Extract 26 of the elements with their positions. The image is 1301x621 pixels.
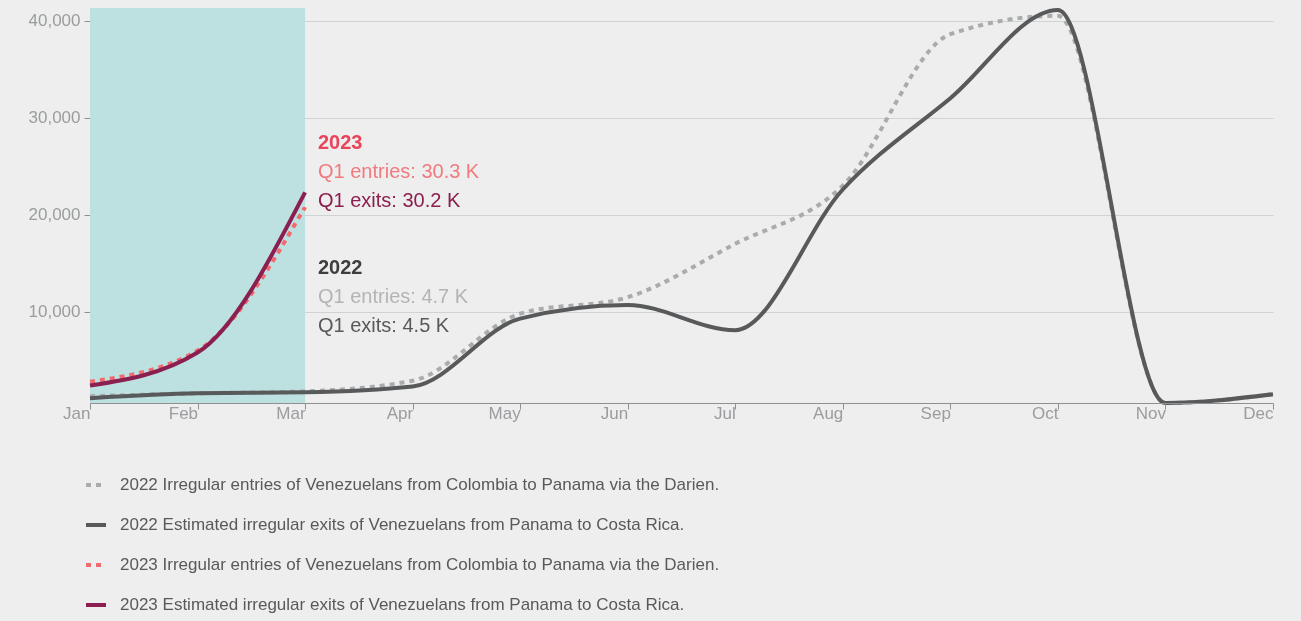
annotation: 2022 bbox=[318, 256, 363, 278]
x-tick-label: Aug bbox=[813, 403, 844, 423]
x-tick-label: Jul bbox=[714, 403, 736, 423]
x-tick-label: Nov bbox=[1135, 403, 1167, 423]
annotation: 2023 bbox=[318, 131, 363, 153]
legend-label: 2023 Estimated irregular exits of Venezuelans from Panama to Costa Rica. bbox=[120, 595, 685, 614]
x-tick-label: Jan bbox=[63, 403, 91, 423]
x-tick-label: Dec bbox=[1243, 403, 1274, 423]
x-tick-label: Apr bbox=[386, 403, 414, 423]
annotation: Q1 exits: 30.2 K bbox=[318, 189, 461, 211]
y-tick-label: 30,000 bbox=[28, 108, 81, 128]
x-tick-label: May bbox=[488, 403, 522, 423]
x-tick-label: Oct bbox=[1031, 403, 1059, 423]
annotation: Q1 entries: 4.7 K bbox=[318, 285, 469, 307]
legend-label: 2022 Irregular entries of Venezuelans from Colombia to Panama via the Darien. bbox=[120, 475, 720, 494]
y-tick-label: 20,000 bbox=[28, 205, 81, 225]
annotation: Q1 entries: 30.3 K bbox=[318, 160, 480, 182]
y-tick-label: 40,000 bbox=[28, 11, 81, 31]
x-tick-label: Mar bbox=[276, 403, 306, 423]
x-tick-label: Feb bbox=[168, 403, 199, 423]
legend-label: 2023 Irregular entries of Venezuelans from Colombia to Panama via the Darien. bbox=[120, 555, 720, 574]
y-tick-label: 10,000 bbox=[28, 302, 81, 322]
x-tick-label: Jun bbox=[600, 403, 629, 423]
legend-label: 2022 Estimated irregular exits of Venezuelans from Panama to Costa Rica. bbox=[120, 515, 685, 534]
x-tick-label: Sep bbox=[920, 403, 951, 423]
annotation: Q1 exits: 4.5 K bbox=[318, 314, 450, 336]
